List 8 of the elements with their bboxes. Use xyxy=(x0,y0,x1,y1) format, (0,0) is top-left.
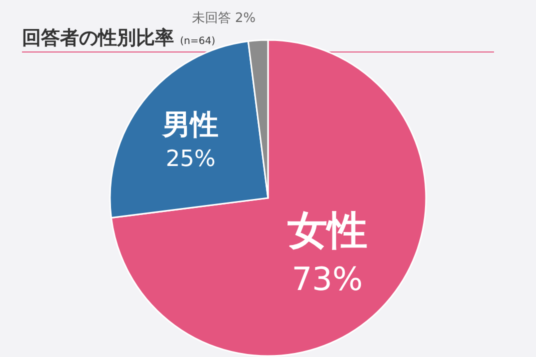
data-label: 25% xyxy=(166,146,216,172)
data-label: 73% xyxy=(292,260,363,298)
slice-label: 男性 xyxy=(162,108,219,141)
slice-label: 女性 xyxy=(287,208,368,254)
slice-label: 未回答 xyxy=(192,11,231,26)
text: 回答者の性別比率 xyxy=(22,27,174,49)
text: (n=64) xyxy=(180,36,216,47)
data-label: 2% xyxy=(234,11,256,26)
